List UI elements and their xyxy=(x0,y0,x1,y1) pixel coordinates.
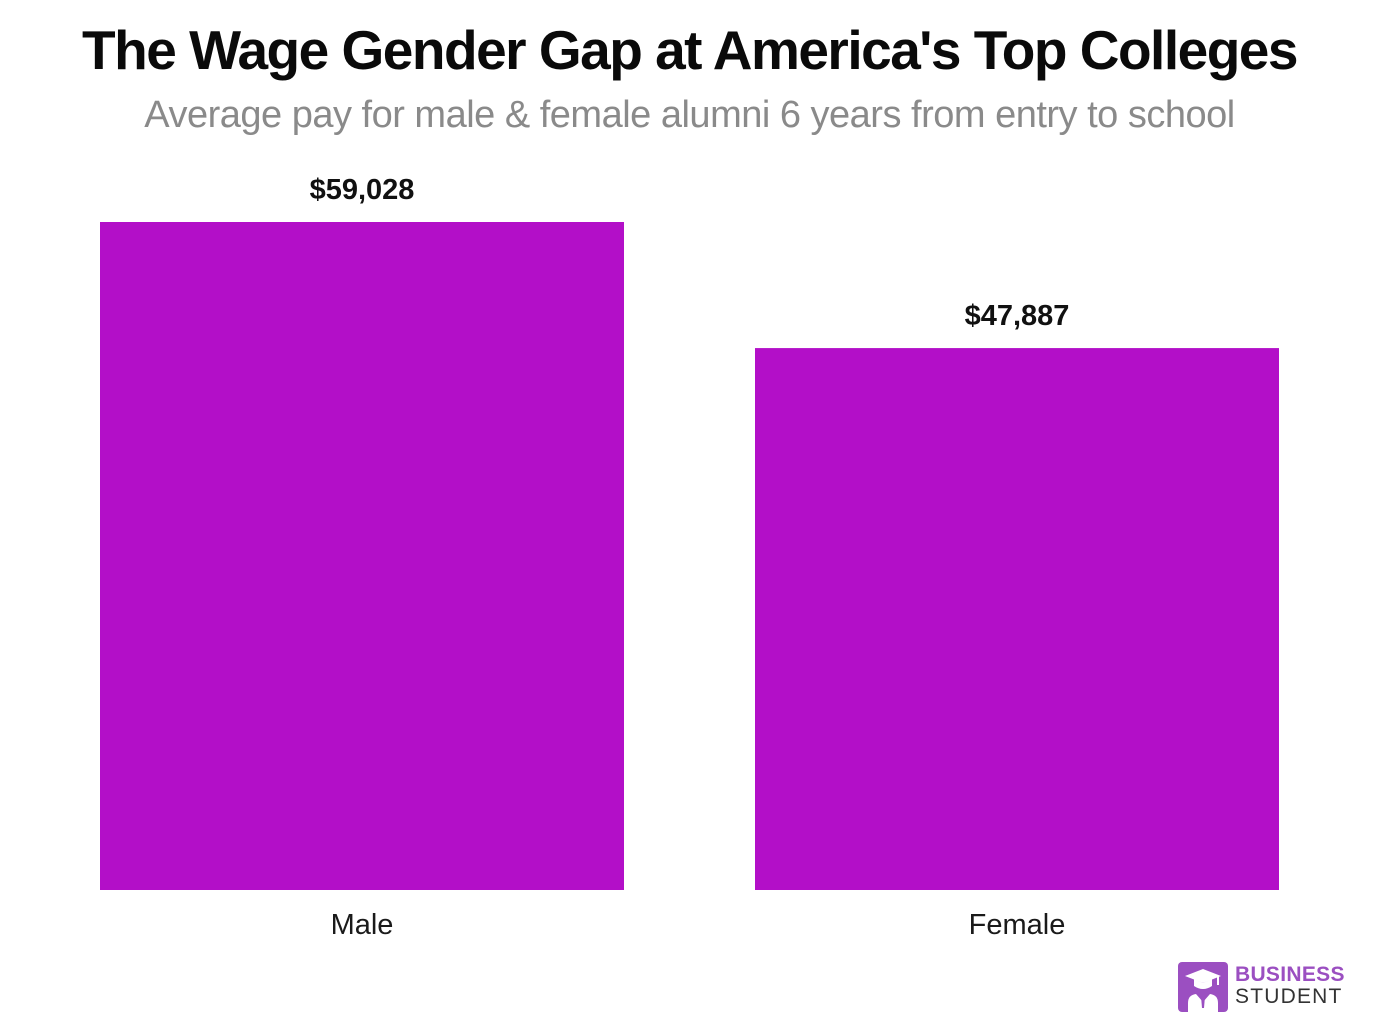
graduate-icon xyxy=(1178,962,1228,1012)
value-label-male: $59,028 xyxy=(310,174,415,206)
chart-title: The Wage Gender Gap at America's Top Col… xyxy=(82,19,1298,81)
logo-text-student: STUDENT xyxy=(1235,985,1343,1008)
category-label-female: Female xyxy=(969,909,1066,941)
business-student-logo: BUSINESS STUDENT xyxy=(1178,962,1348,1014)
chart-subtitle: Average pay for male & female alumni 6 y… xyxy=(144,94,1235,136)
category-label-male: Male xyxy=(331,909,394,941)
bar-chart: $59,028 Male $47,887 Female xyxy=(100,174,1279,941)
value-label-female: $47,887 xyxy=(965,300,1070,332)
bar-male xyxy=(100,222,624,890)
logo-text-business: BUSINESS xyxy=(1235,963,1345,986)
bar-female xyxy=(755,348,1279,890)
